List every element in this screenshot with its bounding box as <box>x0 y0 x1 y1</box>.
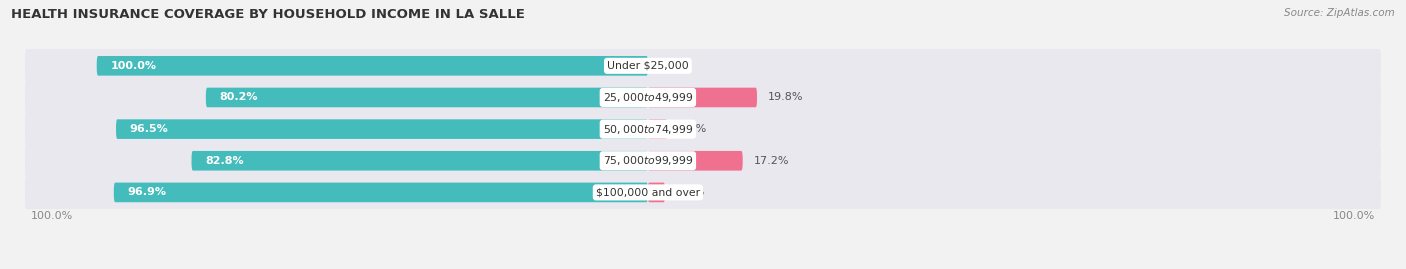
FancyBboxPatch shape <box>648 151 742 171</box>
Text: Under $25,000: Under $25,000 <box>607 61 689 71</box>
FancyBboxPatch shape <box>25 49 1381 83</box>
Text: HEALTH INSURANCE COVERAGE BY HOUSEHOLD INCOME IN LA SALLE: HEALTH INSURANCE COVERAGE BY HOUSEHOLD I… <box>11 8 524 21</box>
Text: $100,000 and over: $100,000 and over <box>596 187 700 197</box>
FancyBboxPatch shape <box>114 183 648 202</box>
FancyBboxPatch shape <box>205 88 648 107</box>
Text: 100.0%: 100.0% <box>111 61 156 71</box>
Text: $75,000 to $99,999: $75,000 to $99,999 <box>603 154 693 167</box>
FancyBboxPatch shape <box>25 81 1381 114</box>
FancyBboxPatch shape <box>191 151 648 171</box>
FancyBboxPatch shape <box>648 183 665 202</box>
Text: 80.2%: 80.2% <box>219 93 259 102</box>
FancyBboxPatch shape <box>117 119 648 139</box>
FancyBboxPatch shape <box>25 144 1381 178</box>
Text: 0.0%: 0.0% <box>659 61 688 71</box>
Text: 100.0%: 100.0% <box>31 211 73 221</box>
Text: 3.1%: 3.1% <box>676 187 704 197</box>
Text: 19.8%: 19.8% <box>768 93 804 102</box>
Text: 96.9%: 96.9% <box>128 187 166 197</box>
FancyBboxPatch shape <box>97 56 648 76</box>
Text: 96.5%: 96.5% <box>129 124 169 134</box>
Text: 82.8%: 82.8% <box>205 156 243 166</box>
FancyBboxPatch shape <box>25 112 1381 146</box>
Text: 3.5%: 3.5% <box>678 124 706 134</box>
Text: $50,000 to $74,999: $50,000 to $74,999 <box>603 123 693 136</box>
Text: Source: ZipAtlas.com: Source: ZipAtlas.com <box>1284 8 1395 18</box>
FancyBboxPatch shape <box>648 119 668 139</box>
Text: 100.0%: 100.0% <box>1333 211 1375 221</box>
FancyBboxPatch shape <box>25 176 1381 209</box>
Text: $25,000 to $49,999: $25,000 to $49,999 <box>603 91 693 104</box>
Legend: With Coverage, Without Coverage: With Coverage, Without Coverage <box>576 266 830 269</box>
Text: 17.2%: 17.2% <box>754 156 789 166</box>
FancyBboxPatch shape <box>648 88 756 107</box>
